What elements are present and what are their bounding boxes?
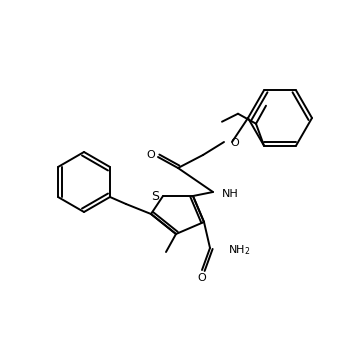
Text: S: S: [151, 189, 159, 203]
Text: O: O: [230, 138, 239, 148]
Text: NH$_2$: NH$_2$: [228, 243, 251, 257]
Text: O: O: [147, 150, 155, 160]
Text: O: O: [198, 273, 206, 283]
Text: NH: NH: [222, 189, 239, 199]
